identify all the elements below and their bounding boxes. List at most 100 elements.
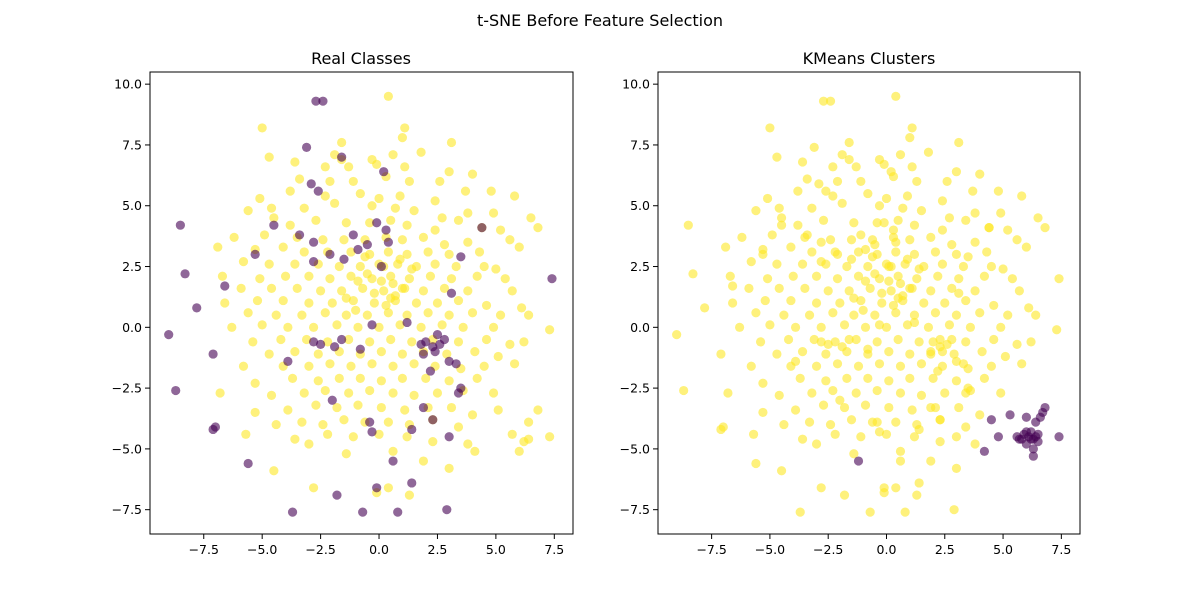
left-chart-series-0-point bbox=[411, 298, 422, 308]
left-chart-series-0-point bbox=[341, 449, 351, 459]
right-chart-series-0-point bbox=[679, 385, 689, 396]
right-chart-series-0-point bbox=[835, 298, 845, 308]
right-chart-series-0-point bbox=[821, 376, 831, 386]
right-chart-series-1-point bbox=[1040, 402, 1050, 413]
right-chart-x-tick-label: 7.5 bbox=[1051, 542, 1071, 557]
right-chart-series-0-point bbox=[765, 320, 775, 330]
right-chart-series-0-point bbox=[900, 507, 910, 517]
right-chart-series-0-point bbox=[683, 220, 693, 230]
left-chart-series-0-point bbox=[243, 206, 253, 216]
right-chart-series-0-point bbox=[907, 123, 917, 133]
left-chart-series-0-point bbox=[444, 167, 454, 177]
right-chart-series-0-point bbox=[832, 176, 843, 187]
right-chart-series-0-point bbox=[891, 483, 901, 493]
left-chart-series-0-point bbox=[439, 240, 450, 250]
right-chart-series-0-point bbox=[935, 334, 945, 345]
left-chart-series-0-point bbox=[407, 264, 417, 274]
left-chart-series-0-point bbox=[271, 310, 281, 320]
left-chart-series-0-point bbox=[435, 176, 445, 187]
right-chart-series-0-point bbox=[979, 271, 990, 281]
left-chart-series-0-point bbox=[404, 490, 415, 500]
right-chart-series-0-point bbox=[1033, 213, 1043, 223]
right-chart-series-0-point bbox=[914, 424, 924, 435]
right-chart-series-0-point bbox=[853, 271, 864, 281]
left-chart-series-0-point bbox=[313, 376, 323, 386]
left-chart-series-0-point bbox=[304, 271, 314, 281]
left-chart-series-0-point bbox=[290, 434, 300, 444]
right-chart-series-0-point bbox=[914, 478, 924, 488]
left-chart-series-0-point bbox=[442, 349, 452, 359]
right-chart-series-0-point bbox=[793, 220, 803, 230]
left-chart-series-0-point bbox=[453, 422, 464, 432]
right-chart-series-0-point bbox=[811, 439, 822, 449]
right-chart-series-0-point bbox=[1040, 223, 1050, 233]
left-chart-series-0-point bbox=[407, 337, 417, 347]
left-chart-series-0-point bbox=[416, 322, 426, 332]
right-chart-series-0-point bbox=[879, 159, 889, 169]
left-chart-series-0-point bbox=[320, 191, 330, 201]
left-chart-series-0-point bbox=[297, 417, 307, 427]
right-chart-y-tick-label: −2.5 bbox=[620, 381, 650, 396]
right-chart-series-0-point bbox=[849, 310, 859, 320]
right-chart-series-0-point bbox=[975, 308, 985, 318]
right-chart-series-0-point bbox=[951, 249, 962, 259]
right-chart-series-0-point bbox=[916, 206, 927, 216]
left-chart-series-0-point bbox=[248, 337, 258, 347]
right-chart-series-0-point bbox=[977, 347, 987, 357]
right-chart-series-0-point bbox=[839, 320, 850, 330]
left-chart-series-1-point bbox=[337, 152, 347, 162]
left-chart-series-0-point bbox=[325, 274, 335, 284]
right-chart-y-tick-label: 0.0 bbox=[630, 320, 650, 335]
right-chart-series-0-point bbox=[944, 320, 955, 330]
right-chart-series-0-point bbox=[844, 154, 854, 165]
left-chart-series-0-point bbox=[432, 298, 443, 308]
right-chart-series-0-point bbox=[914, 264, 924, 274]
right-chart-series-0-point bbox=[912, 274, 922, 284]
left-chart-series-1-point bbox=[381, 225, 391, 235]
left-chart-series-1-point bbox=[547, 274, 557, 284]
right-chart-series-0-point bbox=[930, 247, 941, 257]
right-chart-series-0-point bbox=[1014, 286, 1024, 296]
right-chart-series-0-point bbox=[961, 388, 971, 398]
right-chart-series-0-point bbox=[961, 337, 971, 347]
left-chart-series-0-point bbox=[437, 213, 447, 223]
left-chart-series-0-point bbox=[332, 402, 342, 413]
right-chart-series-0-point bbox=[809, 334, 819, 345]
right-chart-series-0-point bbox=[788, 271, 798, 281]
right-chart-series-0-point bbox=[944, 213, 955, 223]
right-chart-series-1-point bbox=[1054, 432, 1064, 442]
left-chart-series-0-point bbox=[278, 242, 288, 252]
right-chart-x-tick-label: −2.5 bbox=[813, 542, 843, 557]
right-chart-series-0-point bbox=[1017, 359, 1027, 369]
left-chart-series-1-point bbox=[210, 422, 221, 432]
right-chart-series-0-point bbox=[744, 283, 754, 294]
left-chart-y-tick-label: 0.0 bbox=[122, 320, 142, 335]
right-chart-y-tick-label: 7.5 bbox=[630, 137, 650, 152]
right-chart-y-tick-label: 10.0 bbox=[622, 77, 650, 92]
right-chart-series-0-point bbox=[912, 490, 922, 500]
left-chart-series-0-point bbox=[390, 203, 400, 213]
right-chart-series-0-point bbox=[989, 334, 999, 345]
left-chart-series-1-point bbox=[208, 349, 218, 359]
left-chart-series-0-point bbox=[376, 376, 386, 386]
left-chart-series-0-point bbox=[395, 191, 405, 201]
left-chart-series-0-point bbox=[334, 373, 344, 383]
left-chart-series-1-point bbox=[325, 249, 335, 259]
left-chart-series-0-point bbox=[383, 308, 393, 318]
left-chart-series-0-point bbox=[374, 429, 384, 439]
left-chart-series-0-point bbox=[388, 150, 398, 160]
right-chart-series-0-point bbox=[884, 402, 894, 413]
left-chart-series-0-point bbox=[507, 429, 517, 439]
right-chart-series-0-point bbox=[832, 249, 843, 259]
left-chart-series-1-point bbox=[308, 337, 319, 347]
left-chart-series-0-point bbox=[320, 308, 330, 318]
right-chart-series-0-point bbox=[907, 405, 917, 415]
left-chart-series-0-point bbox=[332, 320, 342, 330]
left-chart-series-0-point bbox=[299, 247, 309, 257]
left-chart-series-0-point bbox=[316, 286, 326, 296]
left-chart-series-0-point bbox=[341, 310, 351, 320]
left-chart-series-0-point bbox=[320, 385, 330, 396]
left-chart-series-1-point bbox=[313, 186, 323, 196]
left-chart-series-0-point bbox=[374, 193, 384, 204]
left-chart-series-0-point bbox=[334, 261, 344, 272]
